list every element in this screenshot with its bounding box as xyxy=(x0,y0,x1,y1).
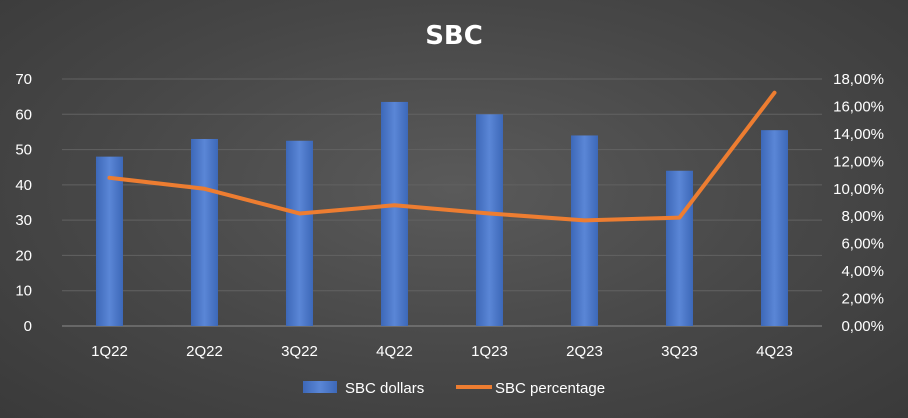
chart-title: SBC xyxy=(425,21,483,51)
left-tick-label: 10 xyxy=(15,283,32,300)
bar xyxy=(666,170,693,326)
bar-series xyxy=(96,101,788,327)
line-series xyxy=(107,90,777,223)
x-tick-label: 4Q23 xyxy=(756,343,793,360)
gridlines xyxy=(62,78,822,327)
left-axis-ticks: 0 10 20 30 40 50 60 70 xyxy=(15,71,32,335)
x-axis-ticks: 1Q22 2Q22 3Q22 4Q22 1Q23 2Q23 3Q23 4Q23 xyxy=(91,343,793,360)
bar xyxy=(286,140,313,326)
right-tick-label: 10,00% xyxy=(833,181,884,198)
right-tick-label: 0,00% xyxy=(841,318,884,335)
x-tick-label: 2Q22 xyxy=(186,343,223,360)
legend: SBC dollars SBC percentage xyxy=(303,380,605,397)
legend-label: SBC percentage xyxy=(495,380,605,397)
series-line xyxy=(107,90,777,223)
right-axis-ticks: 0,00% 2,00% 4,00% 6,00% 8,00% 10,00% 12,00% 14,… xyxy=(833,71,884,335)
bar xyxy=(761,130,788,326)
legend-label: SBC dollars xyxy=(345,380,424,397)
x-tick-label: 1Q22 xyxy=(91,343,128,360)
left-tick-label: 60 xyxy=(15,106,32,123)
left-tick-label: 40 xyxy=(15,177,32,194)
right-tick-label: 14,00% xyxy=(833,126,884,143)
legend-swatch-bar xyxy=(303,381,337,393)
bar xyxy=(571,135,598,326)
x-tick-label: 3Q23 xyxy=(661,343,698,360)
x-tick-label: 2Q23 xyxy=(566,343,603,360)
bar xyxy=(381,101,408,326)
bar xyxy=(476,114,503,327)
right-tick-label: 16,00% xyxy=(833,98,884,115)
left-tick-label: 20 xyxy=(15,247,32,264)
right-tick-label: 12,00% xyxy=(833,153,884,170)
left-tick-label: 0 xyxy=(24,318,32,335)
right-tick-label: 4,00% xyxy=(841,263,884,280)
right-tick-label: 18,00% xyxy=(833,71,884,88)
bar xyxy=(96,156,123,326)
right-tick-label: 8,00% xyxy=(841,208,884,225)
bar xyxy=(191,138,218,326)
left-tick-label: 50 xyxy=(15,142,32,159)
left-tick-label: 30 xyxy=(15,212,32,229)
right-tick-label: 2,00% xyxy=(841,291,884,308)
x-tick-label: 3Q22 xyxy=(281,343,318,360)
left-tick-label: 70 xyxy=(15,71,32,88)
x-tick-label: 4Q22 xyxy=(376,343,413,360)
x-tick-label: 1Q23 xyxy=(471,343,508,360)
right-tick-label: 6,00% xyxy=(841,236,884,253)
